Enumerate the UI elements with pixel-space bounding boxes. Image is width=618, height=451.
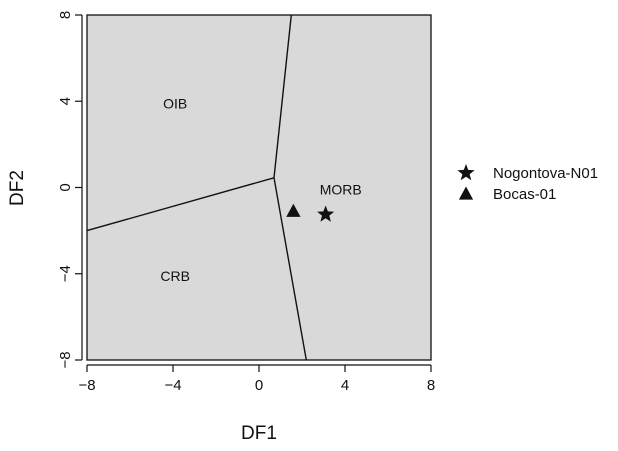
- boundary-line-3: [273, 177, 307, 361]
- x-tick-label: 4: [341, 377, 349, 394]
- y-tick-label: −4: [57, 265, 74, 282]
- boundary-line-1: [86, 177, 275, 232]
- y-tick-label: 8: [57, 11, 74, 19]
- region-label-oib: OIB: [163, 95, 187, 111]
- data-points: [286, 203, 335, 222]
- x-axis-title: DF1: [241, 423, 277, 444]
- triangle-point: [286, 203, 301, 217]
- legend-triangle-icon: [458, 186, 474, 200]
- plot-area: [87, 15, 431, 360]
- x-tick-label: 8: [427, 377, 435, 394]
- y-axis: −8 −4 0 4 8: [57, 11, 83, 369]
- boundary-line-2: [273, 14, 292, 178]
- region-label-crb: CRB: [160, 268, 190, 284]
- y-axis-title: DF2: [7, 170, 28, 206]
- y-tick-label: 4: [57, 97, 74, 105]
- region-labels: OIB MORB CRB: [160, 95, 361, 284]
- y-tick-label: 0: [57, 183, 74, 191]
- x-axis: −8 −4 0 4 8: [78, 364, 435, 394]
- y-tick-label: −8: [57, 351, 74, 368]
- region-label-morb: MORB: [320, 182, 362, 198]
- plot-frame: [86, 14, 432, 361]
- x-tick-label: −8: [78, 377, 95, 394]
- legend-entry-label: Nogontova-N01: [493, 165, 598, 182]
- legend-star-icon: [457, 164, 475, 181]
- legend-entry-label: Bocas-01: [493, 186, 556, 203]
- star-point: [317, 205, 335, 222]
- legend: Nogontova-N01 Bocas-01: [457, 164, 598, 203]
- x-tick-label: 0: [255, 377, 263, 394]
- field-boundaries: [86, 14, 307, 361]
- x-tick-label: −4: [164, 377, 181, 394]
